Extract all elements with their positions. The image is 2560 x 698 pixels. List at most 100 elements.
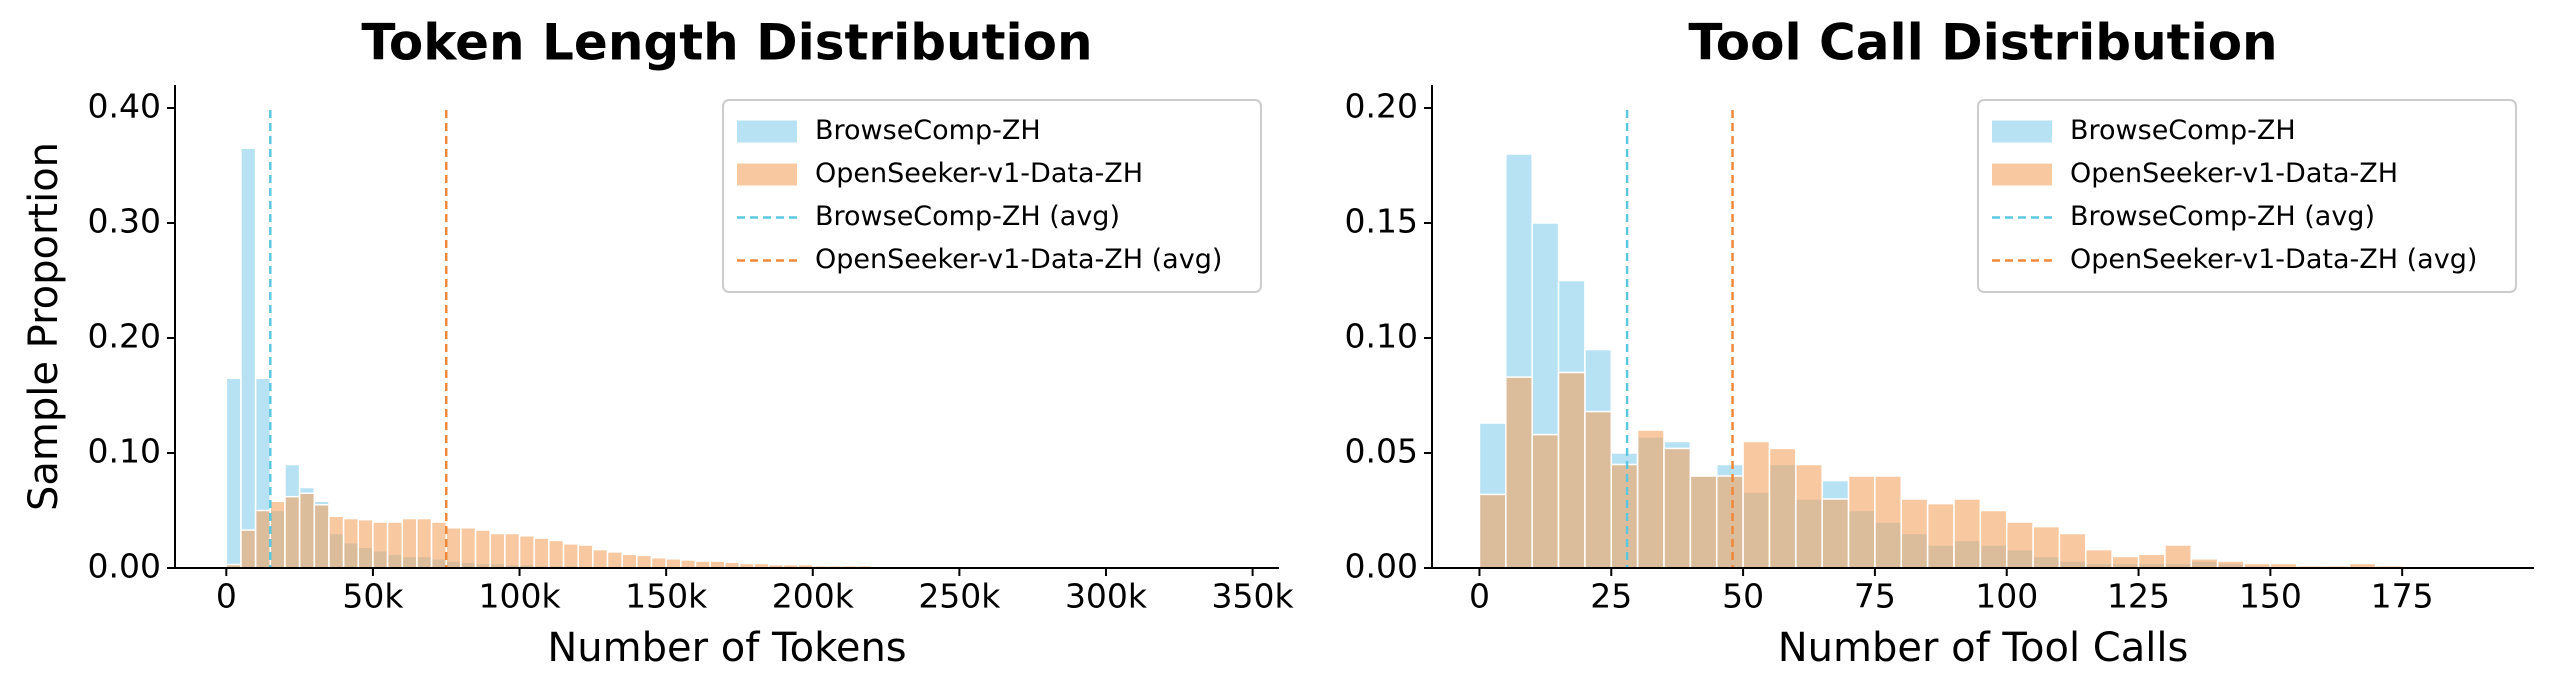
histogram-bar xyxy=(533,537,550,569)
histogram-bar xyxy=(386,521,404,569)
histogram-bar xyxy=(636,554,653,569)
histogram-bar xyxy=(1689,475,1718,569)
histogram-bar xyxy=(1795,463,1823,569)
x-tick-label: 150 xyxy=(2239,577,2302,616)
histogram-bar xyxy=(518,535,535,569)
histogram-bar xyxy=(694,560,711,569)
y-tick-label: 0.10 xyxy=(1345,317,1418,356)
histogram-bar xyxy=(1636,429,1665,569)
histogram-bar xyxy=(2137,553,2166,569)
histogram-bar xyxy=(1979,509,2008,569)
x-tick-label: 0 xyxy=(1469,577,1490,616)
histogram-bar xyxy=(489,532,506,569)
histogram-bar xyxy=(2005,521,2034,569)
histogram-bar xyxy=(606,551,623,569)
legend-label: OpenSeeker-v1-Data-ZH (avg) xyxy=(815,244,1222,275)
histogram-bar xyxy=(430,521,447,569)
legend-swatch xyxy=(1992,163,2052,186)
legend-label: OpenSeeker-v1-Data-ZH xyxy=(815,158,1143,189)
histogram-bar xyxy=(1874,475,1903,569)
histogram-bar xyxy=(328,515,345,569)
histogram-bar xyxy=(680,559,697,569)
legend-box xyxy=(1977,99,2517,293)
histogram-bar xyxy=(1847,475,1876,569)
histogram-bar xyxy=(460,527,477,569)
y-tick-label: 0.30 xyxy=(88,202,161,241)
y-tick-label: 0.15 xyxy=(1345,202,1418,241)
histogram-bar xyxy=(1953,498,1982,569)
histogram-bar xyxy=(2058,532,2087,569)
histogram-bar xyxy=(401,517,418,569)
x-tick-label: 0 xyxy=(216,577,237,616)
histogram-bar xyxy=(504,532,521,569)
histogram-bar xyxy=(416,517,433,569)
x-tick-label: 100 xyxy=(1975,577,2038,616)
histogram-bar xyxy=(1821,498,1850,569)
x-tick-label: 250k xyxy=(918,577,1001,616)
histogram-bar xyxy=(1768,447,1797,569)
histogram-bar xyxy=(621,553,638,569)
histogram-bar xyxy=(1926,502,1955,569)
legend-label: OpenSeeker-v1-Data-ZH (avg) xyxy=(2070,244,2477,275)
histogram-bar xyxy=(240,147,257,569)
histogram-bar xyxy=(1610,463,1639,569)
histogram-bar xyxy=(665,558,682,569)
y-tick-label: 0.20 xyxy=(88,317,161,356)
x-tick-label: 100k xyxy=(478,577,561,616)
histogram-bar xyxy=(562,543,579,569)
legend-label: BrowseComp-ZH (avg) xyxy=(2070,201,2375,232)
chart-title: Tool Call Distribution xyxy=(1688,14,2277,72)
histogram-bar xyxy=(1584,410,1613,569)
x-tick-label: 175 xyxy=(2371,577,2434,616)
y-tick-label: 0.20 xyxy=(1345,87,1418,126)
legend-label: BrowseComp-ZH xyxy=(815,115,1041,146)
x-tick-label: 50k xyxy=(342,577,404,616)
x-tick-label: 200k xyxy=(772,577,855,616)
histogram-bar xyxy=(1715,475,1744,569)
histogram-bar xyxy=(1557,371,1586,569)
legend-label: BrowseComp-ZH xyxy=(2070,115,2296,146)
histogram-bar xyxy=(592,548,609,569)
histogram-bar xyxy=(577,544,594,569)
legend-swatch xyxy=(1992,120,2052,143)
histogram-bar xyxy=(1478,493,1507,569)
y-tick-label: 0.00 xyxy=(1345,547,1418,586)
histogram-bar xyxy=(548,539,565,569)
x-axis-label: Number of Tool Calls xyxy=(1778,625,2189,671)
histogram-bar xyxy=(650,556,667,569)
x-axis-label: Number of Tokens xyxy=(547,625,906,671)
histogram-bar xyxy=(1900,498,1929,569)
histogram-bar xyxy=(2085,548,2113,569)
y-axis-label: Sample Proportion xyxy=(21,142,67,511)
histogram-bar xyxy=(2111,555,2140,569)
histogram-bar xyxy=(254,509,272,569)
legend-swatch xyxy=(737,120,797,143)
histogram-bar xyxy=(2164,544,2193,569)
histogram-bar xyxy=(2190,558,2219,569)
legend-label: BrowseComp-ZH (avg) xyxy=(815,201,1120,232)
y-tick-label: 0.10 xyxy=(88,432,161,471)
x-tick-label: 125 xyxy=(2107,577,2170,616)
histogram-bar xyxy=(1742,440,1771,569)
histogram-bar xyxy=(2032,525,2061,569)
x-tick-label: 50 xyxy=(1722,577,1764,616)
histogram-bar xyxy=(1505,376,1533,569)
y-tick-label: 0.00 xyxy=(88,547,161,586)
histogram-bar xyxy=(240,529,257,569)
histogram-bar xyxy=(298,492,316,569)
legend-swatch xyxy=(737,163,797,186)
histogram-bar xyxy=(474,529,491,569)
x-tick-label: 75 xyxy=(1854,577,1896,616)
histogram-bar xyxy=(269,500,286,569)
histogram-bar xyxy=(357,518,374,569)
histogram-bar xyxy=(313,504,330,569)
x-tick-label: 150k xyxy=(625,577,708,616)
histogram-bar xyxy=(372,521,389,569)
legend-label: OpenSeeker-v1-Data-ZH xyxy=(2070,158,2398,189)
x-tick-label: 25 xyxy=(1590,577,1632,616)
histogram-bar xyxy=(445,527,462,569)
x-tick-label: 300k xyxy=(1065,577,1148,616)
x-tick-label: 350k xyxy=(1212,577,1295,616)
histogram-bar xyxy=(2216,560,2245,569)
